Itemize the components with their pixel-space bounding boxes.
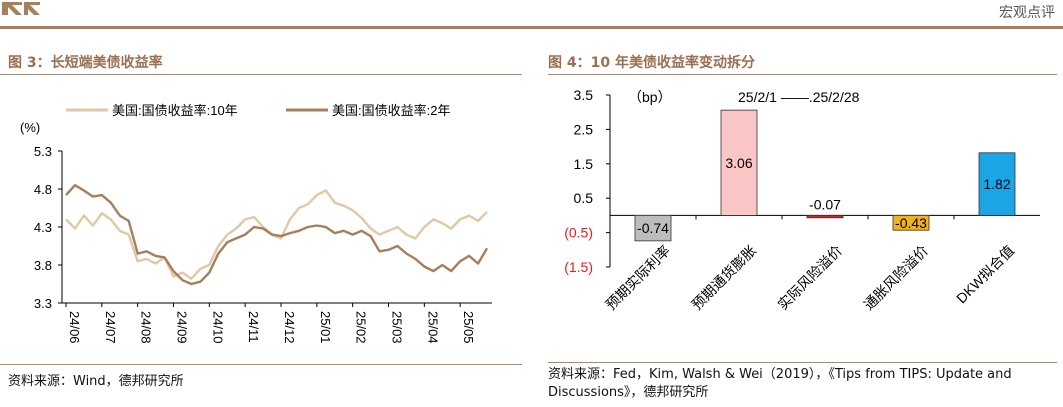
bar-group: -0.74 3.06 -0.07 -0.43 1.82 (634, 109, 1016, 242)
axes (609, 95, 1040, 267)
line-chart-legend: 美国:国债收益率:10年 美国:国债收益率:2年 (66, 103, 450, 118)
x-tick-label: 预期实际利率 (602, 242, 673, 313)
x-tick-label: 24/11 (246, 311, 261, 343)
x-tick-label: 24/06 (67, 311, 82, 344)
figure-4-source-divider (548, 362, 1057, 363)
y-tick-label: 0.5 (574, 190, 594, 206)
y-tick-label: (1.5) (564, 259, 593, 275)
x-tick-label: DKW拟合值 (953, 242, 1017, 306)
y-tick-label: 4.3 (34, 220, 52, 235)
figure-4-title-divider (548, 74, 1057, 75)
bar (978, 152, 1016, 216)
header-divider (0, 26, 1063, 29)
x-tick-label: 实际风险溢价 (774, 242, 845, 313)
yield-decomposition-bar-chart: （bp） 25/2/1 ——.25/2/28 3.5 2.5 1.5 0.5 (0.5)… (564, 87, 1040, 313)
x-axis-ticks: 24/06 24/07 24/08 24/09 24/10 24/11 24/12 25/01… (65, 303, 476, 344)
bar (806, 214, 844, 219)
bar-value-label: 1.82 (983, 176, 1010, 192)
x-tick-label: 25/05 (461, 311, 476, 344)
y-axis-ticks: 5.3 4.8 4.3 3.8 3.3 (34, 144, 62, 311)
report-type-label: 宏观点评 (999, 5, 1055, 21)
legend-label: 美国:国债收益率:2年 (332, 103, 450, 118)
x-tick-label: 24/12 (282, 311, 297, 344)
y-tick-label: 3.5 (574, 87, 594, 103)
figure-4-title: 图 4：10 年美债收益率变动拆分 (548, 55, 755, 71)
bar (634, 214, 672, 242)
figure-3-title: 图 3：长短端美债收益率 (8, 55, 163, 71)
x-tick-label: 24/07 (103, 311, 118, 344)
bar (892, 214, 930, 231)
x-tick-label: 25/02 (354, 311, 369, 344)
x-tick-label: 25/04 (425, 311, 440, 344)
bar-value-label: -0.07 (809, 196, 841, 212)
axes (61, 151, 492, 304)
y-tick-label: 5.3 (34, 144, 52, 159)
y-tick-label: 2.5 (574, 121, 594, 137)
y-tick-label: 3.8 (34, 258, 52, 273)
figure-4-source-line-1: 资料来源：Fed，Kim, Walsh & Wei（2019），《Tips fr… (548, 367, 1012, 382)
period-annotation: 25/2/1 ——.25/2/28 (738, 89, 860, 105)
yield-line-chart: 美国:国债收益率:10年 美国:国债收益率:2年 (%) 5.3 4.8 4.3 3.8… (20, 103, 492, 344)
bar (720, 109, 758, 216)
x-tick-label: 24/08 (139, 311, 154, 344)
x-tick-label: 预期通货膨胀 (688, 242, 759, 313)
bar-value-label: 3.06 (725, 155, 752, 171)
figure-3-title-divider (0, 74, 522, 75)
y-axis-unit-label: （bp） (628, 89, 672, 105)
x-tick-label: 25/01 (318, 311, 333, 344)
bar-value-label: -0.43 (895, 215, 927, 231)
line-series-group (65, 183, 489, 286)
y-tick-label: 1.5 (574, 156, 594, 172)
x-tick-label: 24/10 (210, 311, 225, 344)
y-tick-label: 4.8 (34, 182, 52, 197)
figure-3-source: 资料来源：Wind，德邦研究所 (8, 374, 184, 389)
y-tick-label: (0.5) (564, 225, 593, 241)
bar-value-label: -0.74 (637, 220, 669, 236)
legend-label: 美国:国债收益率:10年 (112, 103, 238, 118)
y-axis-unit-label: (%) (20, 120, 40, 135)
x-tick-label: 25/03 (390, 311, 405, 344)
y-tick-label: 3.3 (34, 296, 52, 311)
figure-4-source-line-2: Discussions》，德邦研究所 (548, 385, 709, 400)
series-line-2y (65, 183, 489, 286)
x-tick-label: 通胀风险溢价 (860, 242, 931, 313)
x-tick-label: 24/09 (175, 311, 190, 344)
figure-3-source-divider (0, 364, 522, 365)
logo-icon (0, 0, 46, 16)
y-axis-ticks: 3.5 2.5 1.5 0.5 (0.5) (1.5) (564, 87, 610, 275)
